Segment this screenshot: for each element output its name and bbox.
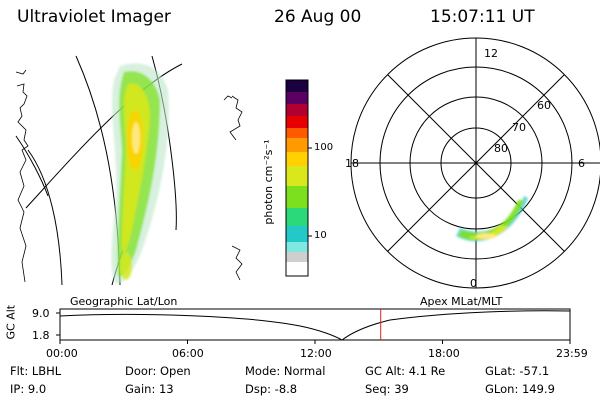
- graticule-line-6: [15, 135, 49, 197]
- graticule-line-4: [25, 63, 183, 209]
- colorbar-seg-3: [286, 226, 308, 242]
- info-mode: Mode: Normal: [245, 364, 326, 378]
- colorbar: [285, 79, 312, 277]
- coastline-left: [16, 83, 29, 283]
- date-label: 26 Aug 00: [274, 7, 362, 27]
- mlt-label-6: 6: [578, 157, 585, 170]
- info-door: Door: Open: [125, 364, 191, 378]
- aurora-polar: [456, 196, 528, 242]
- info-dsp: Dsp: -8.8: [245, 382, 298, 396]
- mlt-label-12: 12: [484, 47, 498, 60]
- instrument-title: Ultraviolet Imager: [17, 7, 171, 27]
- altitude-xtick-2359: 23:59: [556, 347, 588, 360]
- lat-label-80: 80: [494, 142, 508, 155]
- colorbar-seg-5: [286, 186, 308, 208]
- altitude-curve: [59, 310, 571, 341]
- altitude-ylabel: GC Alt: [4, 304, 18, 340]
- graticule-line-1: [27, 149, 63, 286]
- altitude-xtick-1800: 18:00: [428, 347, 460, 360]
- lat-label-70: 70: [512, 121, 526, 134]
- colorbar-seg-11: [286, 104, 308, 116]
- coastline-right: [229, 95, 243, 141]
- mlt-label-0: 0: [470, 277, 477, 290]
- info-gc-alt: GC Alt: 4.1 Re: [365, 364, 446, 378]
- altitude-plot: [56, 308, 571, 344]
- colorbar-seg-10: [286, 116, 308, 128]
- geographic-map: [15, 55, 243, 286]
- altitude-xtick-0600: 06:00: [172, 347, 204, 360]
- colorbar-unit-label: photon cm⁻²s⁻¹: [262, 139, 275, 225]
- colorbar-seg-4: [286, 208, 308, 226]
- time-label: 15:07:11 UT: [430, 7, 535, 27]
- altitude-ytick-1.8: 1.8: [32, 329, 50, 342]
- apex-caption: Apex MLat/MLT: [420, 295, 503, 308]
- altitude-ytick-9: 9.0: [32, 307, 50, 320]
- info-flt: Flt: LBHL: [10, 364, 62, 378]
- lat-label-60: 60: [537, 99, 551, 112]
- mlt-label-18: 18: [345, 157, 359, 170]
- geographic-caption: Geographic Lat/Lon: [70, 295, 178, 308]
- altitude-xtick-0000: 00:00: [46, 347, 78, 360]
- colorbar-seg-13: [286, 80, 308, 92]
- aurora-geo: [111, 63, 169, 285]
- info-ip: IP: 9.0: [10, 382, 47, 396]
- colorbar-seg-1: [286, 252, 308, 262]
- colorbar-seg-0: [286, 262, 308, 276]
- colorbar-seg-9: [286, 128, 308, 138]
- info-glat: GLat: -57.1: [485, 364, 550, 378]
- colorbar-frame: [285, 79, 309, 277]
- info-glon: GLon: 149.9: [485, 382, 555, 396]
- polar-plot: [350, 37, 600, 289]
- colorbar-tick-100: 100: [314, 142, 334, 153]
- colorbar-seg-6: [286, 166, 308, 186]
- colorbar-tick-10: 10: [314, 230, 327, 241]
- altitude-frame: [59, 308, 571, 341]
- info-seq: Seq: 39: [365, 382, 409, 396]
- colorbar-seg-2: [286, 242, 308, 252]
- colorbar-seg-7: [286, 152, 308, 166]
- colorbar-seg-8: [286, 138, 308, 152]
- colorbar-seg-12: [286, 92, 308, 104]
- info-gain: Gain: 13: [125, 382, 174, 396]
- altitude-xtick-1200: 12:00: [300, 347, 332, 360]
